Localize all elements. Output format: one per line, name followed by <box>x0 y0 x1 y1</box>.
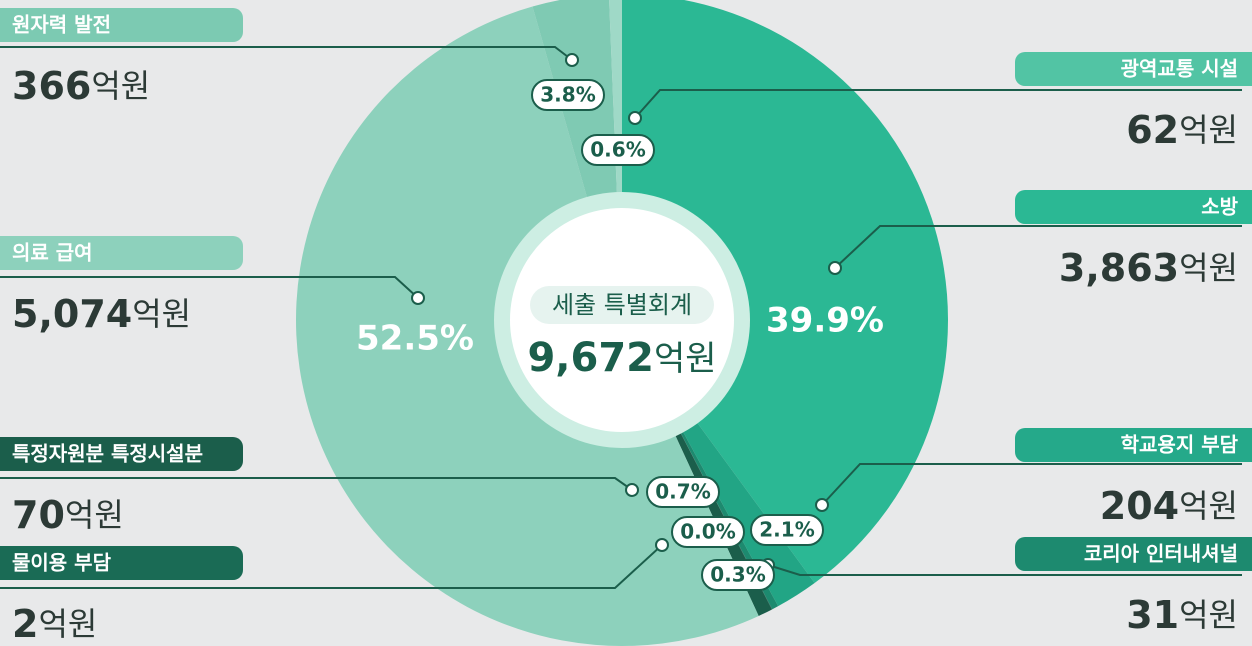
category-label: 원자력 발전 <box>12 13 111 37</box>
amount-value: 31 <box>1126 593 1179 637</box>
amount-unit: 억원 <box>65 496 124 534</box>
amount: 70억원 <box>12 493 124 537</box>
amount: 204억원 <box>1100 484 1238 528</box>
leader-dot <box>625 483 639 497</box>
percent-label: 0.0% <box>680 520 735 544</box>
category-box <box>0 546 243 580</box>
category-box <box>1015 52 1252 86</box>
category-label: 의료 급여 <box>12 241 93 265</box>
amount-unit: 억원 <box>1179 249 1238 287</box>
amount-unit: 억원 <box>91 67 150 105</box>
percent-pill <box>531 79 605 111</box>
category-box <box>0 8 243 42</box>
center-total: 9,672억원 <box>527 335 716 381</box>
amount-unit: 억원 <box>1179 487 1238 525</box>
leader-dot <box>565 53 579 67</box>
percent-pill <box>646 476 720 508</box>
amount-unit: 억원 <box>132 295 191 333</box>
category-label: 학교용지 부담 <box>1121 433 1239 457</box>
percent-label: 52.5% <box>356 319 474 359</box>
percent-label: 0.3% <box>710 563 765 587</box>
leader-dot <box>828 261 842 275</box>
category-label: 소방 <box>1201 195 1238 219</box>
amount-value: 204 <box>1100 484 1179 528</box>
total-value: 9,672 <box>527 335 654 381</box>
leader-line <box>834 225 1242 269</box>
category-label: 물이용 부담 <box>12 551 112 575</box>
category-label: 코리아 인터내셔널 <box>1084 542 1238 566</box>
category-label: 광역교통 시설 <box>1121 57 1238 81</box>
pie-slice <box>622 0 948 584</box>
center-pill <box>530 286 714 324</box>
leader-line <box>821 463 1242 506</box>
category-box <box>1015 190 1252 224</box>
amount-value: 3,863 <box>1059 246 1179 290</box>
percent-label: 2.1% <box>759 518 814 542</box>
amount-value: 366 <box>12 64 91 108</box>
leader-dot <box>628 111 642 125</box>
leader-line <box>0 46 573 61</box>
amount-unit: 억원 <box>1179 111 1238 149</box>
amount-value: 2 <box>12 602 38 646</box>
percent-label: 0.7% <box>655 480 710 504</box>
percent-label: 0.6% <box>590 138 645 162</box>
amount: 62억원 <box>1126 108 1238 152</box>
total-unit: 억원 <box>654 339 717 379</box>
category-box <box>0 236 243 270</box>
percent-pill <box>671 516 745 548</box>
percent-pill <box>581 134 655 166</box>
percent-pill <box>701 559 775 591</box>
leader-line <box>634 89 1242 119</box>
category-box <box>1015 428 1252 462</box>
amount-value: 5,074 <box>12 292 132 336</box>
amount: 366억원 <box>12 64 150 108</box>
center-label: 세출 특별회계 <box>552 291 692 319</box>
leader-line <box>0 544 663 589</box>
percent-pill <box>750 514 824 546</box>
amount: 31억원 <box>1126 593 1238 637</box>
leader-dot <box>815 498 829 512</box>
leader-line <box>0 276 419 299</box>
pie-slice <box>609 0 622 320</box>
percent-label: 3.8% <box>540 83 595 107</box>
amount-unit: 억원 <box>1179 596 1238 634</box>
amount-value: 62 <box>1126 108 1179 152</box>
amount-unit: 억원 <box>38 605 97 643</box>
leader-line <box>767 564 1242 576</box>
amount: 2억원 <box>12 602 97 646</box>
amount: 3,863억원 <box>1059 246 1238 290</box>
category-box <box>1015 537 1252 571</box>
leader-dot <box>655 538 669 552</box>
percent-label: 39.9% <box>766 301 884 341</box>
amount-value: 70 <box>12 493 65 537</box>
amount: 5,074억원 <box>12 292 191 336</box>
category-box <box>0 437 243 471</box>
category-label: 특정자원분 특정시설분 <box>12 442 203 466</box>
leader-dot <box>411 291 425 305</box>
